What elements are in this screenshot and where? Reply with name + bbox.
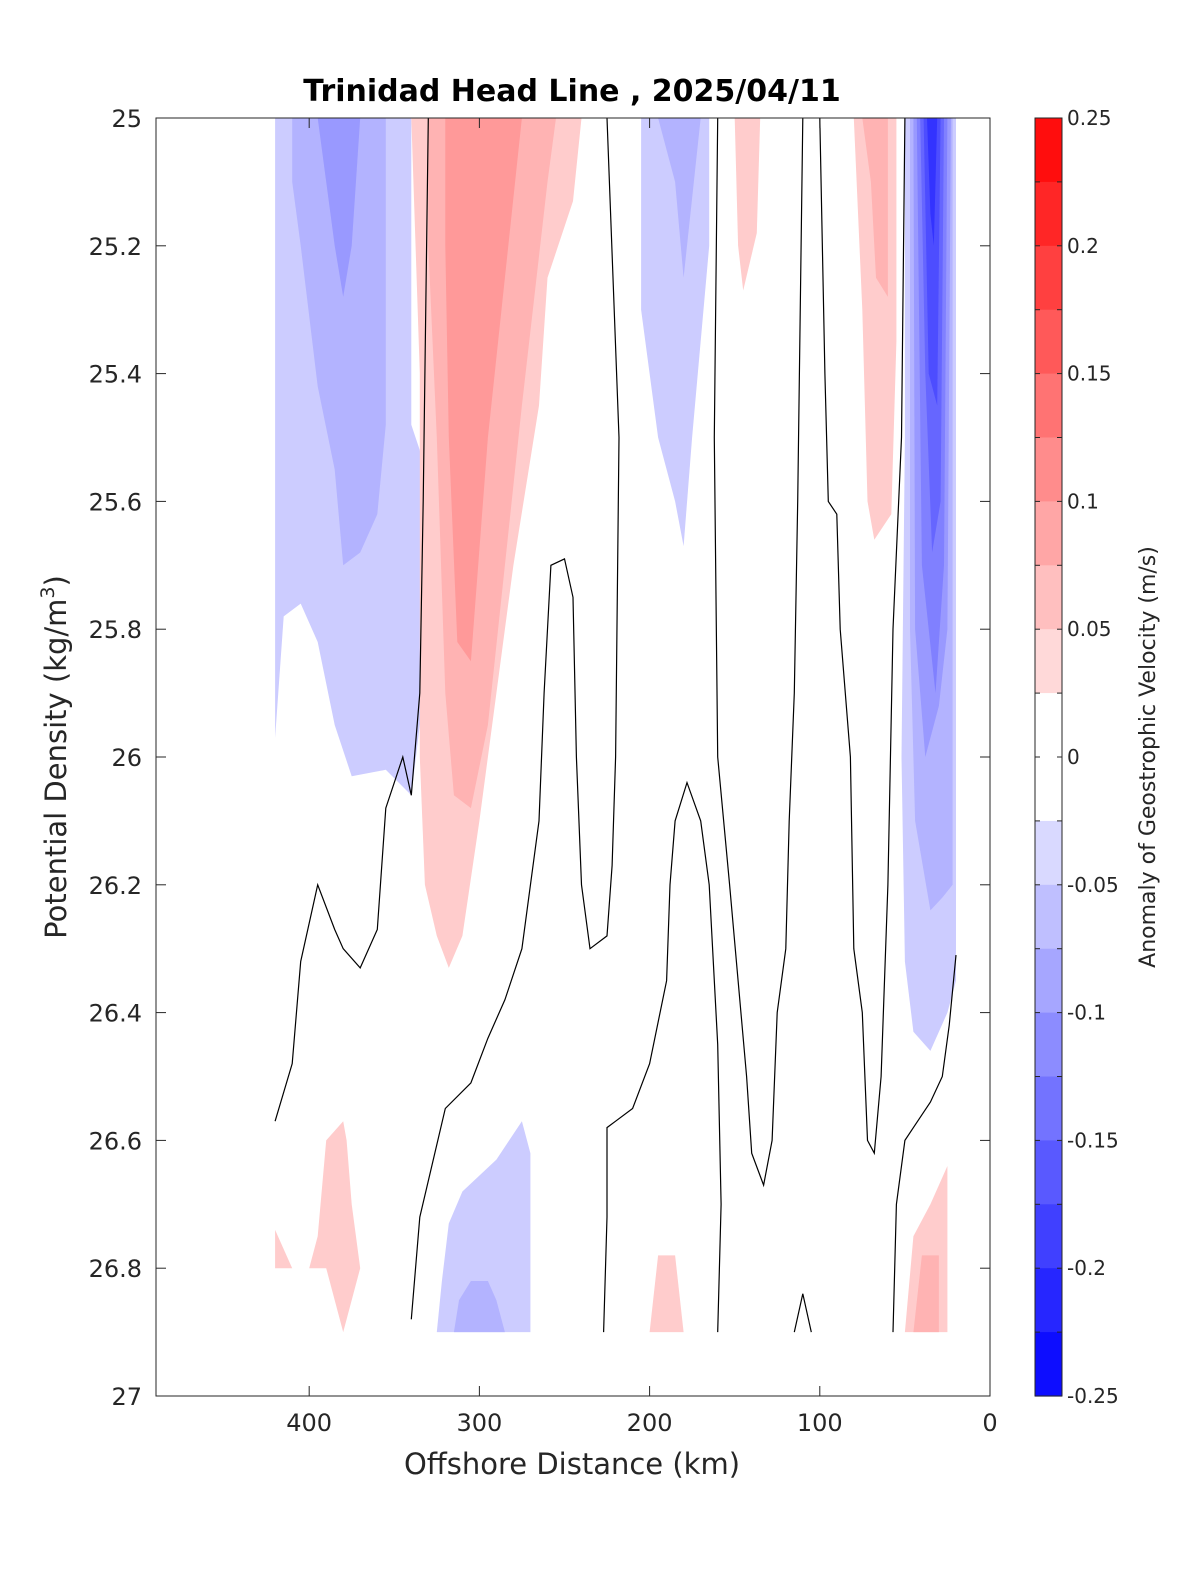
colorbar-tick-label: -0.15 bbox=[1067, 1128, 1119, 1152]
contour-region bbox=[658, 118, 701, 278]
x-axis: 400 300 200 100 0 bbox=[286, 118, 998, 1437]
contour-region bbox=[275, 1229, 293, 1269]
colorbar-segment bbox=[1035, 820, 1062, 886]
colorbar-segment bbox=[1035, 181, 1062, 247]
contour-region bbox=[317, 118, 361, 297]
colorbar-tick-label: 0.25 bbox=[1067, 106, 1112, 130]
colorbar-tick-label: -0.1 bbox=[1067, 1001, 1106, 1025]
zero-contour-line bbox=[603, 780, 722, 1333]
zero-contour-line bbox=[713, 118, 804, 1188]
y-axis-label-main: Potential Density (kg/m bbox=[39, 599, 73, 939]
contour-region bbox=[292, 118, 386, 566]
x-tick-label: 300 bbox=[456, 1409, 502, 1437]
contour-region bbox=[913, 1255, 939, 1333]
zero-contour-line bbox=[819, 118, 906, 1156]
colorbar-segment bbox=[1035, 309, 1062, 375]
colorbar-tick-label: -0.05 bbox=[1067, 873, 1119, 897]
contour-fills bbox=[275, 118, 956, 1333]
colorbar-segment bbox=[1035, 1268, 1062, 1333]
colorbar-segment bbox=[1035, 565, 1062, 630]
contour-region bbox=[436, 1121, 531, 1333]
y-axis-label-close: ) bbox=[39, 575, 73, 586]
colorbar-tick-label: 0.05 bbox=[1067, 617, 1112, 641]
y-tick-label: 26.2 bbox=[89, 872, 142, 900]
colorbar-segment bbox=[1035, 757, 1062, 822]
colorbar-tick-label: -0.25 bbox=[1067, 1384, 1119, 1408]
zero-contour-line bbox=[892, 955, 957, 1333]
contour-region bbox=[641, 118, 710, 547]
zero-contour-line bbox=[410, 118, 620, 1320]
colorbar-segment bbox=[1035, 629, 1062, 694]
colorbar-segment bbox=[1035, 1012, 1062, 1078]
zero-contour-line bbox=[274, 118, 429, 1122]
colorbar-tick-label: 0.15 bbox=[1067, 362, 1112, 386]
colorbar-tick-label: 0.2 bbox=[1067, 234, 1099, 258]
colorbar-segment bbox=[1035, 245, 1062, 311]
y-tick-label: 26.8 bbox=[89, 1255, 142, 1283]
zero-contour-line bbox=[793, 1293, 812, 1333]
colorbar-segment bbox=[1035, 501, 1062, 566]
colorbar-tick-label: 0 bbox=[1067, 745, 1080, 769]
colorbar-segment bbox=[1035, 437, 1062, 502]
contour-region bbox=[927, 118, 938, 246]
contour-region bbox=[453, 1281, 505, 1333]
y-tick-label: 25.6 bbox=[89, 488, 142, 516]
y-tick-label: 26.6 bbox=[89, 1127, 142, 1155]
contour-region bbox=[734, 118, 761, 291]
colorbar-segment bbox=[1035, 693, 1062, 758]
y-axis-label-superscript: 3 bbox=[37, 586, 59, 598]
colorbar-segment bbox=[1035, 1140, 1062, 1205]
contour-lines bbox=[274, 118, 957, 1333]
contour-region bbox=[649, 1255, 684, 1333]
x-tick-label: 200 bbox=[627, 1409, 673, 1437]
colorbar: 0.25 0.2 0.15 0.1 0.05 0 -0.05 -0.1 -0.15 -0.2 -0.… bbox=[1034, 106, 1119, 1408]
y-axis-label: Potential Density (kg/m3) bbox=[37, 575, 73, 939]
colorbar-segment bbox=[1035, 373, 1062, 439]
contour-region bbox=[309, 1121, 361, 1333]
colorbar-segment bbox=[1035, 1076, 1062, 1141]
y-tick-label: 25.2 bbox=[89, 233, 142, 261]
x-tick-label: 400 bbox=[286, 1409, 332, 1437]
x-tick-label: 0 bbox=[982, 1409, 997, 1437]
y-tick-label: 27 bbox=[111, 1383, 142, 1411]
colorbar-label: Anomaly of Geostrophic Velocity (m/s) bbox=[1136, 546, 1161, 968]
colorbar-tick-label: -0.2 bbox=[1067, 1256, 1106, 1280]
y-tick-label: 25.4 bbox=[89, 361, 142, 389]
y-axis: 25 25.2 25.4 25.6 25.8 26 26.2 26.4 26.6 26.8 27 bbox=[89, 105, 990, 1411]
colorbar-segment bbox=[1035, 1332, 1062, 1397]
colorbar-segment bbox=[1035, 118, 1062, 183]
contour-region bbox=[862, 118, 888, 297]
contour-region bbox=[445, 118, 522, 662]
contour-region bbox=[923, 118, 941, 406]
colorbar-segment bbox=[1035, 1204, 1062, 1269]
colorbar-segment bbox=[1035, 948, 1062, 1014]
colorbar-tick-label: 0.1 bbox=[1067, 489, 1099, 513]
x-axis-label: Offshore Distance (km) bbox=[404, 1447, 740, 1481]
chart-title: Trinidad Head Line , 2025/04/11 bbox=[303, 74, 840, 109]
x-tick-label: 100 bbox=[797, 1409, 843, 1437]
colorbar-segment bbox=[1035, 884, 1062, 950]
y-tick-label: 26.4 bbox=[89, 1000, 142, 1028]
y-tick-label: 25 bbox=[111, 105, 142, 133]
y-tick-label: 25.8 bbox=[89, 616, 142, 644]
y-tick-label: 26 bbox=[111, 744, 142, 772]
